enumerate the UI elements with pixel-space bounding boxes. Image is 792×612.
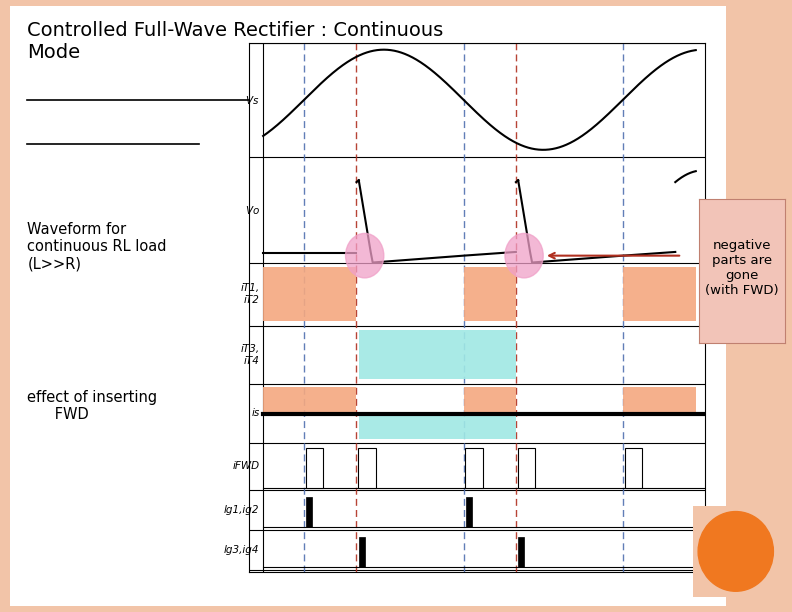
Bar [306, 448, 323, 488]
Bar [466, 448, 482, 488]
Text: iT1,
iT2: iT1, iT2 [241, 283, 260, 305]
Bar [263, 267, 356, 321]
Text: $Vo$: $Vo$ [245, 204, 260, 215]
Bar [518, 537, 524, 567]
Text: Waveform for
continuous RL load
(L>>R): Waveform for continuous RL load (L>>R) [28, 222, 167, 272]
Bar [466, 497, 472, 527]
Circle shape [505, 233, 543, 278]
Bar [518, 448, 535, 488]
Text: effect of inserting
      FWD: effect of inserting FWD [28, 390, 158, 422]
Bar [358, 448, 375, 488]
Circle shape [345, 233, 384, 278]
Bar [359, 330, 516, 379]
Text: iFWD: iFWD [232, 461, 260, 471]
Text: negative
parts are
gone
(with FWD): negative parts are gone (with FWD) [706, 239, 779, 297]
Bar [463, 267, 516, 321]
Bar [307, 497, 312, 527]
Bar [625, 448, 642, 488]
Bar [359, 414, 516, 439]
Text: iT3,
iT4: iT3, iT4 [241, 345, 260, 366]
Text: lg1,ig2: lg1,ig2 [224, 505, 260, 515]
Bar [263, 387, 356, 414]
Text: Controlled Full-Wave Rectifier : Continuous
Mode: Controlled Full-Wave Rectifier : Continu… [28, 21, 444, 62]
Bar [359, 537, 364, 567]
Bar [463, 387, 516, 414]
Bar [623, 387, 695, 414]
Text: is: is [251, 408, 260, 419]
Text: $Vs$: $Vs$ [246, 94, 260, 106]
Circle shape [698, 512, 774, 591]
Text: lg3,ig4: lg3,ig4 [224, 545, 260, 554]
Bar [623, 267, 695, 321]
